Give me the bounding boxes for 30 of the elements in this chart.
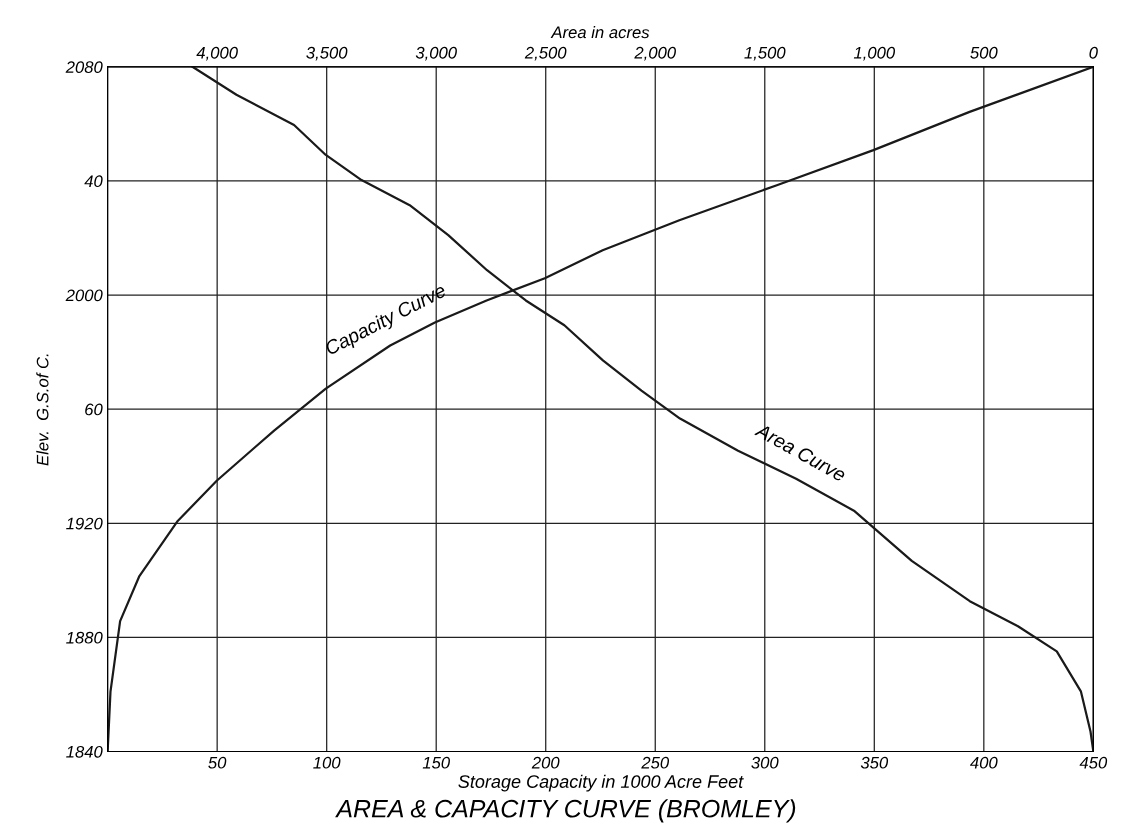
x2-tick-label: 1,000 bbox=[853, 46, 896, 61]
y-tick-label: 2000 bbox=[65, 289, 103, 302]
x2-tick-label: 0 bbox=[1089, 46, 1098, 59]
y-tick-label: 1880 bbox=[66, 631, 103, 644]
text: AREA & CAPACITY CURVE (BROMLEY) bbox=[335, 799, 796, 823]
x2-tick-label: 3,500 bbox=[306, 46, 348, 61]
y-tick-label: 40 bbox=[84, 175, 103, 188]
x-tick-label: 50 bbox=[208, 756, 227, 769]
y-tick-label: 1840 bbox=[66, 745, 103, 758]
x2-tick-label: 3,000 bbox=[415, 46, 457, 61]
x2-tick-label: 500 bbox=[970, 46, 998, 59]
x2-axis-title: Area in acres bbox=[550, 25, 650, 39]
x2-tick-label: 2,000 bbox=[634, 46, 676, 61]
y-axis-title: Elev. G.S.of C. bbox=[36, 354, 49, 466]
y-tick-label: 60 bbox=[85, 403, 103, 416]
x-tick-label: 200 bbox=[531, 756, 560, 769]
x-tick-label: 350 bbox=[860, 756, 889, 769]
x-tick-label: 300 bbox=[751, 756, 779, 769]
y-tick-label: 1920 bbox=[66, 517, 103, 530]
x-tick-label: 400 bbox=[970, 756, 998, 769]
x-tick-label: 250 bbox=[641, 756, 670, 769]
x-tick-label: 150 bbox=[422, 756, 450, 769]
x-axis-title: Storage Capacity in 1000 Acre Feet bbox=[458, 774, 744, 792]
x-tick-label: 100 bbox=[313, 756, 341, 769]
x-tick-label: 450 bbox=[1079, 756, 1108, 769]
x2-tick-label: 1,500 bbox=[744, 46, 786, 61]
text: Area Curve bbox=[754, 422, 848, 483]
y-tick-label: 2080 bbox=[65, 61, 103, 73]
x2-tick-label: 4,000 bbox=[196, 46, 238, 61]
x2-tick-label: 2,500 bbox=[524, 46, 567, 61]
